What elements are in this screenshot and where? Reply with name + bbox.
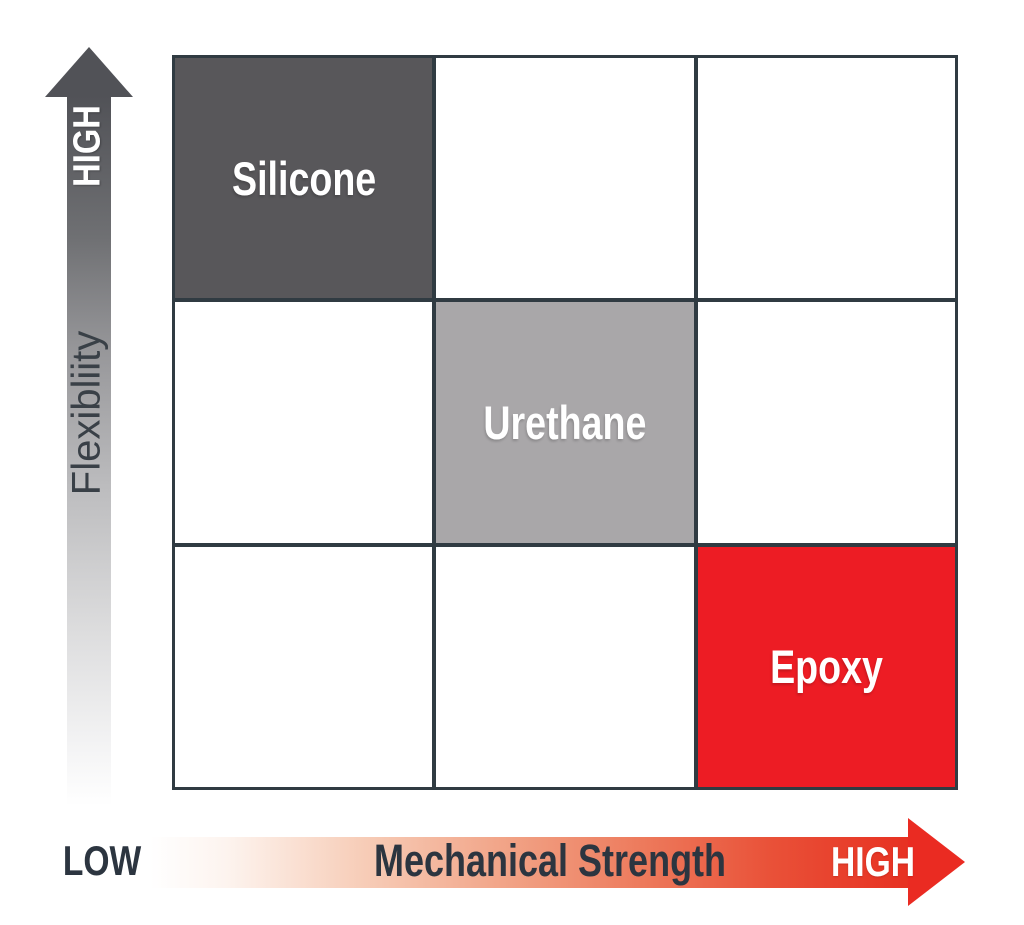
matrix-grid: Silicone Urethane Epoxy xyxy=(172,55,958,790)
cell-label-epoxy: Epoxy xyxy=(769,640,883,694)
matrix-cell-empty xyxy=(436,546,694,787)
matrix-cell-empty xyxy=(697,302,955,543)
y-axis-arrowhead-icon xyxy=(45,47,133,97)
x-axis-arrowhead-icon xyxy=(908,818,965,906)
y-axis-title: Flexibliity xyxy=(64,330,109,496)
matrix-cell-silicone: Silicone xyxy=(175,58,433,299)
matrix-cell-urethane: Urethane xyxy=(436,302,694,543)
matrix-cell-empty xyxy=(175,546,433,787)
matrix-cell-empty xyxy=(697,58,955,299)
y-axis-arrow-shaft xyxy=(67,96,111,806)
x-axis-title: Mechanical Strength xyxy=(373,835,727,886)
x-axis-high-label: HIGH xyxy=(831,838,915,885)
matrix-cell-epoxy: Epoxy xyxy=(697,546,955,787)
matrix-cell-empty xyxy=(436,58,694,299)
matrix-cell-empty xyxy=(175,302,433,543)
x-axis-arrow-shaft xyxy=(150,837,908,888)
x-axis-low-label: LOW xyxy=(62,837,142,884)
cell-label-silicone: Silicone xyxy=(231,151,376,205)
cell-label-urethane: Urethane xyxy=(483,395,647,449)
y-axis-high-label: HIGH xyxy=(66,105,109,187)
